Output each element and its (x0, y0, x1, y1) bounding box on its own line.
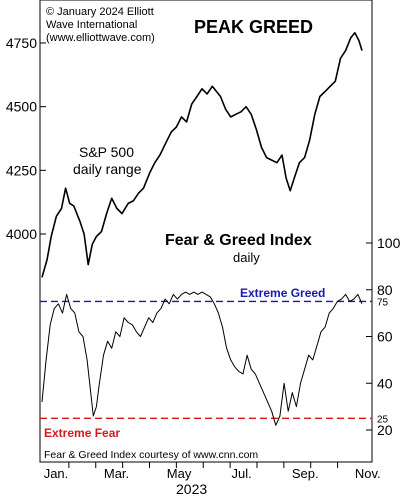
sp500-line (41, 31, 363, 278)
copyright-line-2: Wave International (46, 19, 137, 31)
fear-greed-tick-label: 40 (377, 375, 393, 391)
fear-greed-axis: 20 40 60 80 100 (366, 235, 401, 438)
sp500-axis: 4000 4250 4500 4750 (6, 35, 46, 242)
extreme-fear-label: Extreme Fear (44, 426, 120, 440)
copyright-line-3: (www.elliottwave.com) (46, 32, 155, 44)
sp500-sublabel: daily range (73, 161, 142, 177)
sp500-tick-label: 4000 (6, 226, 37, 242)
x-tick-label: May (167, 466, 192, 481)
x-axis: Jan. Mar. May Jul. Sep. Nov. (44, 462, 381, 481)
chart-title: PEAK GREED (194, 17, 313, 37)
sp500-tick-label: 4500 (6, 99, 37, 115)
sp500-tick-label: 4250 (6, 162, 37, 178)
x-tick-label: Sep. (292, 466, 319, 481)
credit-text: Fear & Greed Index courtesy of www.cnn.c… (44, 449, 258, 461)
fear-greed-line (41, 291, 363, 426)
extreme-greed-line-tick-label: 75 (377, 297, 389, 308)
fear-greed-sublabel: daily (233, 250, 260, 265)
x-tick-label: Nov. (355, 466, 381, 481)
fear-greed-tick-label: 80 (377, 282, 393, 298)
copyright-block: © January 2024 Elliott Wave Internationa… (46, 6, 155, 44)
x-tick-label: Mar. (104, 466, 129, 481)
sp500-label: S&P 500 (79, 144, 134, 160)
x-tick-label: Jan. (44, 466, 69, 481)
fear-greed-tick-label: 100 (377, 235, 401, 251)
fear-greed-tick-label: 60 (377, 329, 393, 345)
series-layer (41, 31, 363, 426)
x-tick-label: Jul. (232, 466, 252, 481)
extreme-greed-label: Extreme Greed (240, 286, 325, 300)
reference-lines: 75 25 (40, 297, 389, 425)
fear-greed-tick-label: 20 (377, 422, 393, 438)
fear-greed-label: Fear & Greed Index (165, 232, 312, 249)
copyright-line-1: © January 2024 Elliott (46, 6, 154, 18)
extreme-fear-line-tick-label: 25 (377, 414, 389, 425)
plot-frame (39, 0, 373, 463)
sp500-tick-label: 4750 (6, 35, 37, 51)
year-label: 2023 (176, 481, 207, 496)
